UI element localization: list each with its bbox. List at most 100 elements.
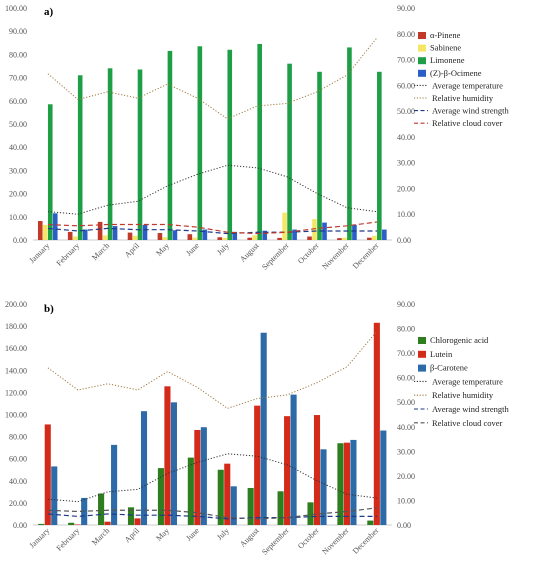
panel-0-legend-label-3: (Z)-β-Ocimene xyxy=(430,68,482,78)
panel-1-category-label: April xyxy=(123,526,142,545)
panel-1-bar-0-2 xyxy=(98,493,105,525)
panel-0-bar-1-7 xyxy=(252,235,257,240)
panel-0-category-label: December xyxy=(351,241,381,271)
panel-1-bar-1-7 xyxy=(254,405,261,525)
panel-1-bar-0-10 xyxy=(337,443,344,525)
panel-0-right-tick: 20.00 xyxy=(397,184,415,193)
panel-0-bar-2-9 xyxy=(317,71,322,240)
panel-0-bar-3-2 xyxy=(112,226,118,240)
panel-0-bar-0-11 xyxy=(367,237,372,240)
panel-1-legend-swatch-2 xyxy=(418,364,426,372)
panel-0-bar-3-5 xyxy=(202,229,208,240)
panel-0-right-tick: 40.00 xyxy=(397,133,415,142)
panel-0-bar-0-9 xyxy=(307,236,312,240)
panel-0-bar-1-6 xyxy=(222,237,228,240)
panel-1-right-tick: 30.00 xyxy=(397,447,415,456)
panel-0-category-label: September xyxy=(260,241,291,272)
panel-0-bar-3-10 xyxy=(352,224,357,240)
panel-1-right-tick: 50.00 xyxy=(397,398,415,407)
panel-1-line-2 xyxy=(47,513,378,520)
panel-1-bar-0-0 xyxy=(38,523,45,525)
panel-1-left-tick: 40.00 xyxy=(9,477,27,486)
panel-1-bar-2-7 xyxy=(260,332,267,525)
panel-0-right-tick: 80.00 xyxy=(397,30,415,39)
panel-0-category-label: June xyxy=(184,241,201,258)
panel-1-legend-line-label-2: Average wind strength xyxy=(432,404,510,414)
panel-0-right-tick: 70.00 xyxy=(397,56,415,65)
panel-0-bar-3-8 xyxy=(292,229,297,240)
panel-0-right-tick: 10.00 xyxy=(397,210,415,219)
panel-0-bar-1-9 xyxy=(312,219,317,240)
panel-0-left-tick: 60.00 xyxy=(9,97,27,106)
panel-1-legend-label-0: Chlorogenic acid xyxy=(430,335,489,345)
panel-0-label: a) xyxy=(44,6,54,18)
panel-1-left-tick: 60.00 xyxy=(9,455,27,464)
panel-1-category-label: December xyxy=(351,526,381,556)
panel-0-category-label: August xyxy=(238,241,261,264)
panel-0-left-tick: 80.00 xyxy=(9,50,27,59)
panel-0-bar-0-6 xyxy=(217,237,223,240)
panel-1-bar-0-7 xyxy=(247,487,254,525)
panel-1-legend-label-2: β-Carotene xyxy=(430,363,468,373)
panel-0-bar-1-11 xyxy=(372,235,377,240)
panel-1-legend-line-label-0: Average temperature xyxy=(432,376,503,386)
panel-0-left-tick: 70.00 xyxy=(9,74,27,83)
panel-1-category-label: September xyxy=(260,526,291,557)
panel-1-right-tick: 80.00 xyxy=(397,325,415,334)
panel-0-legend-line-label-2: Average wind strength xyxy=(432,106,510,116)
panel-1-bar-1-11 xyxy=(373,322,380,525)
panel-1-left-tick: 100.00 xyxy=(5,411,27,420)
panel-1-left-tick: 180.00 xyxy=(5,322,27,331)
panel-0-bar-3-3 xyxy=(142,224,148,240)
panel-1-category-label: March xyxy=(90,526,111,547)
panel-1-category-label: January xyxy=(27,526,51,550)
panel-0-legend-line-label-0: Average temperature xyxy=(432,80,503,90)
panel-0-left-tick: 100.00 xyxy=(5,4,27,13)
panel-1-label: b) xyxy=(44,303,54,315)
panel-1-bar-2-11 xyxy=(380,430,387,525)
panel-0-bar-1-10 xyxy=(342,237,347,240)
panel-0-legend-swatch-2 xyxy=(418,57,426,65)
panel-0-category-label: May xyxy=(154,241,171,258)
panel-1-bar-1-4 xyxy=(164,386,171,525)
panel-0-category-label: October xyxy=(296,241,321,266)
panel-0-bar-0-0 xyxy=(37,220,43,240)
panel-1-bar-1-10 xyxy=(343,442,350,525)
panel-1-bar-2-5 xyxy=(200,427,207,525)
panel-1-left-tick: 0.00 xyxy=(13,521,27,530)
panel-0-bar-0-7 xyxy=(247,237,252,240)
panel-0-bar-2-2 xyxy=(107,68,113,240)
panel-1-legend-line-label-1: Relative humidity xyxy=(432,390,494,400)
panel-1-left-tick: 20.00 xyxy=(9,499,27,508)
panel-1-right-tick: 10.00 xyxy=(397,496,415,505)
panel-1-legend-line-label-3: Relative cloud cover xyxy=(432,418,503,428)
panel-0-bar-3-7 xyxy=(262,230,267,240)
panel-0-legend-swatch-1 xyxy=(418,44,426,52)
panel-1-bar-2-6 xyxy=(230,486,237,525)
panel-0-bar-1-4 xyxy=(162,237,168,240)
panel-0-bar-3-11 xyxy=(382,229,387,240)
panel-1-category-label: May xyxy=(154,526,171,543)
panel-1-right-tick: 0.00 xyxy=(397,521,411,530)
panel-0-right-tick: 90.00 xyxy=(397,4,415,13)
panel-0-bar-1-2 xyxy=(102,235,108,240)
panel-1-right-tick: 20.00 xyxy=(397,472,415,481)
panel-0-left-tick: 90.00 xyxy=(9,27,27,36)
panel-0-bar-0-10 xyxy=(337,238,342,240)
panel-0-bar-3-0 xyxy=(52,213,58,240)
panel-0-left-tick: 40.00 xyxy=(9,143,27,152)
panel-1-bar-1-2 xyxy=(104,521,111,525)
panel-1-bar-1-3 xyxy=(134,518,141,525)
panel-0-line-1 xyxy=(47,37,378,120)
panel-0-bar-2-7 xyxy=(257,43,262,241)
panel-0-right-tick: 50.00 xyxy=(397,107,415,116)
panel-1-left-tick: 160.00 xyxy=(5,344,27,353)
panel-1-bar-2-8 xyxy=(290,394,297,525)
panel-0-left-tick: 10.00 xyxy=(9,213,27,222)
panel-1-left-tick: 200.00 xyxy=(5,300,27,309)
panel-1-bar-0-4 xyxy=(157,468,164,525)
panel-0-category-label: July xyxy=(215,241,231,257)
panel-0-bar-1-3 xyxy=(132,235,138,240)
panel-1-bar-1-9 xyxy=(313,415,321,525)
